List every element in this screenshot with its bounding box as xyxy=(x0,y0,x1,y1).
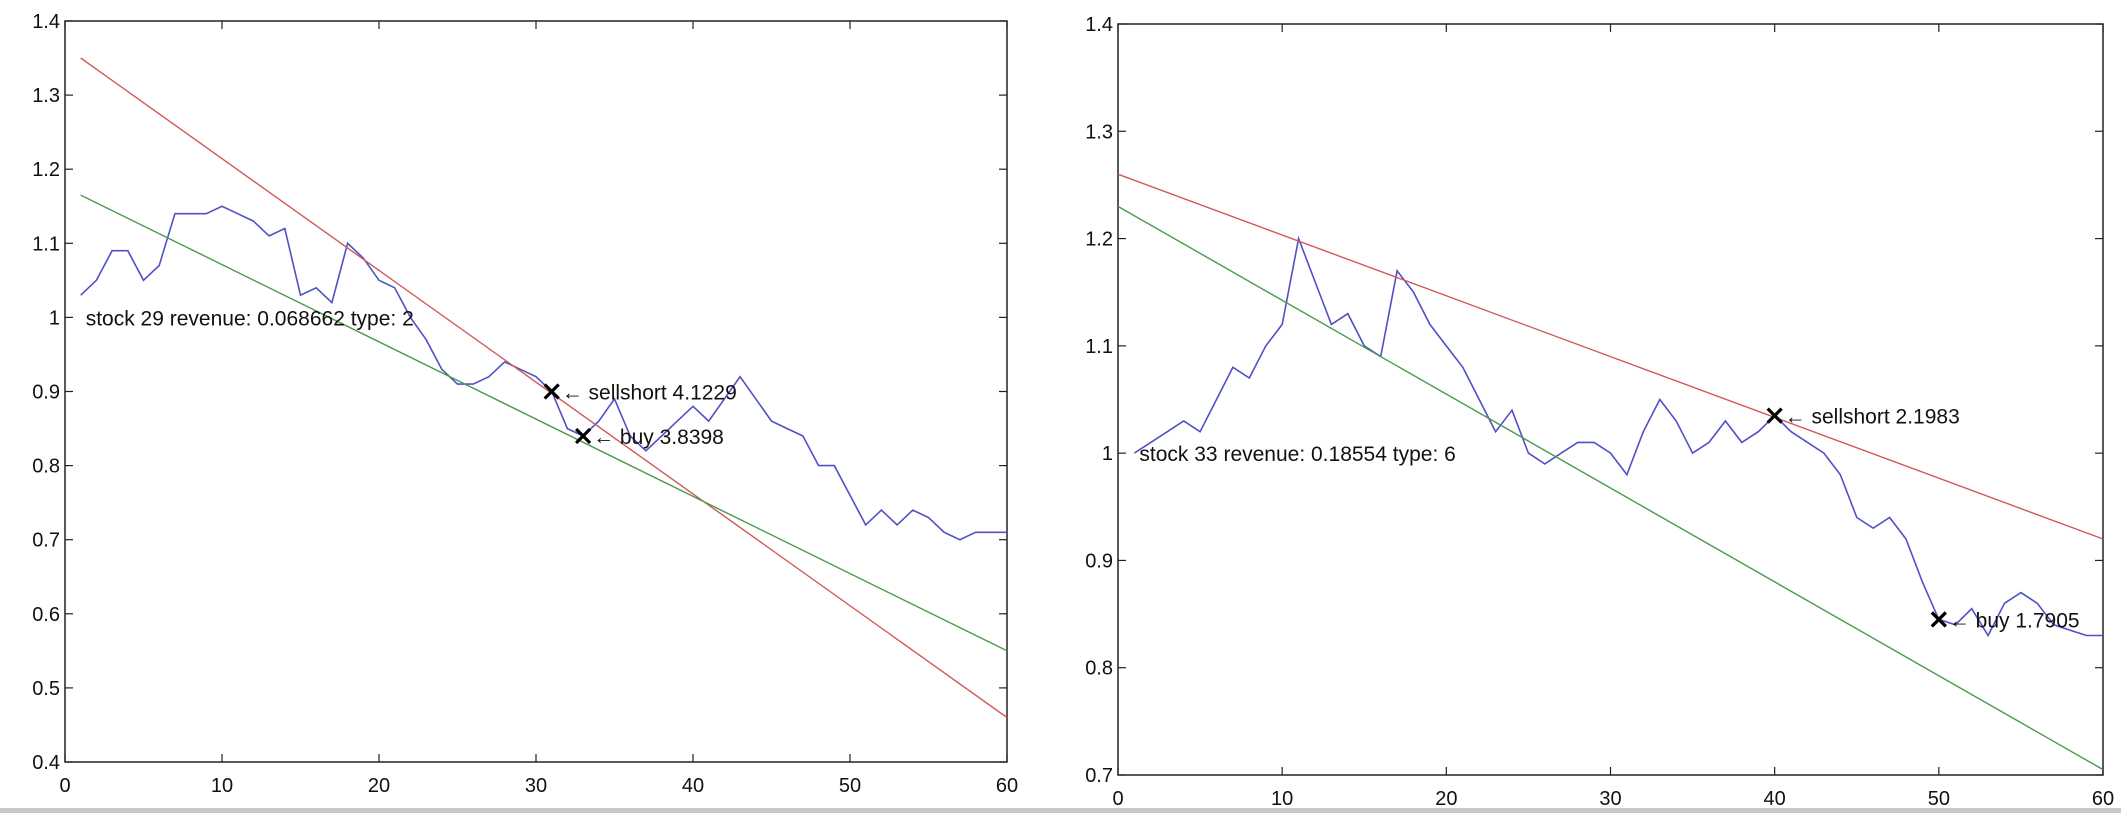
y-tick-label: 1.4 xyxy=(32,11,60,33)
x-tick-label: 30 xyxy=(1599,788,1621,810)
y-tick-label: 0.5 xyxy=(32,678,60,700)
x-tick-label: 60 xyxy=(996,775,1018,797)
x-tick-label: 30 xyxy=(525,775,547,797)
chart-2: 0 10 20 30 40 50 60 0.7 0.8 0.9 1 1.1 1.2 1.3 1.4 ← sel… xyxy=(1085,14,2114,810)
y-tick-label: 0.4 xyxy=(32,752,60,774)
series-group xyxy=(80,57,1007,719)
trade-marker xyxy=(543,383,560,400)
y-tick-label: 1.3 xyxy=(1085,121,1113,143)
plot-area xyxy=(1117,23,2104,776)
marker-label: ← sellshort 4.1229 xyxy=(562,382,737,405)
y-tick-label: 0.8 xyxy=(1085,658,1113,680)
y-tick-label: 1 xyxy=(49,307,60,329)
marker-label: ← buy 3.8398 xyxy=(593,426,724,449)
marker-label: ← buy 1.7905 xyxy=(1949,609,2080,632)
trade-marker xyxy=(574,427,592,445)
x-tick-label: 50 xyxy=(839,775,861,797)
marker-label: ← sellshort 2.1983 xyxy=(1785,406,1960,429)
y-tick-label: 0.9 xyxy=(32,382,60,404)
revenue-annotation: stock 29 revenue: 0.068662 type: 2 xyxy=(86,307,414,330)
series-line-upper xyxy=(80,57,1007,719)
x-tick-label: 10 xyxy=(1271,788,1293,810)
y-tick-label: 1.2 xyxy=(32,159,60,181)
trade-marker xyxy=(1930,611,1947,628)
revenue-annotation: stock 33 revenue: 0.18554 type: 6 xyxy=(1139,443,1455,466)
marker-stroke xyxy=(574,427,592,445)
y-tick-label: 0.7 xyxy=(1085,765,1113,787)
trade-marker xyxy=(1766,407,1783,424)
x-tick-label: 60 xyxy=(2092,788,2114,810)
x-tick-label: 10 xyxy=(211,775,233,797)
x-tick-label: 20 xyxy=(368,775,390,797)
y-tick-label: 1.1 xyxy=(1085,336,1113,358)
y-tick-label: 1.1 xyxy=(32,233,60,255)
y-tick-label: 1.3 xyxy=(32,85,60,107)
marker-stroke xyxy=(1930,611,1947,628)
x-tick-label: 0 xyxy=(59,775,70,797)
y-tick-label: 1.2 xyxy=(1085,229,1113,251)
x-tick-label: 40 xyxy=(682,775,704,797)
y-tick-label: 0.7 xyxy=(32,530,60,552)
y-tick-label: 1 xyxy=(1102,443,1113,465)
x-tick-label: 20 xyxy=(1435,788,1457,810)
plot-area xyxy=(64,20,1008,763)
y-tick-label: 0.8 xyxy=(32,456,60,478)
x-tick-label: 0 xyxy=(1112,788,1123,810)
series-line-upper xyxy=(1118,173,2103,540)
chart-1: 0 10 20 30 40 50 60 0.4 0.5 0.6 0.7 0.8 0.9 1 1.1 1.2 1.… xyxy=(32,11,1018,797)
y-tick-label: 0.6 xyxy=(32,604,60,626)
marker-stroke xyxy=(1766,407,1783,424)
x-tick-label: 50 xyxy=(1928,788,1950,810)
y-tick-label: 0.9 xyxy=(1085,550,1113,572)
series-line-price xyxy=(80,205,1007,541)
marker-stroke xyxy=(543,383,560,400)
x-tick-label: 40 xyxy=(1764,788,1786,810)
window-bottom-edge xyxy=(0,808,2121,813)
y-tick-label: 1.4 xyxy=(1085,14,1113,36)
series-line-lower xyxy=(80,194,1007,652)
series-line-lower xyxy=(1118,205,2103,771)
